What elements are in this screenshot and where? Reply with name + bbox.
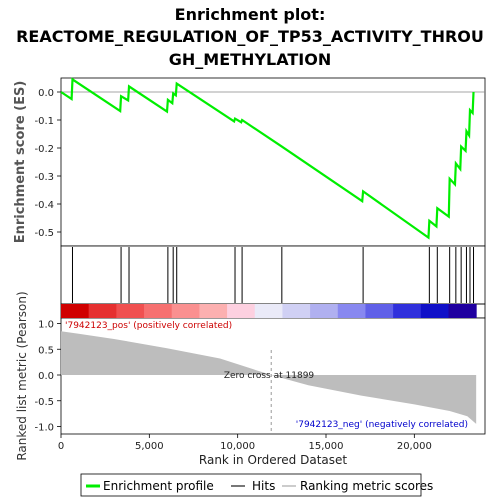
es-axis-label: Enrichment score (ES) xyxy=(13,81,28,244)
rank-gradient-segment xyxy=(61,304,90,318)
metric-tick-label: -0.5 xyxy=(34,397,54,408)
es-tick-label: -0.2 xyxy=(34,144,54,155)
pos-correlated-label: '7942123_pos' (positively correlated) xyxy=(65,321,232,331)
hits-panel xyxy=(60,245,486,305)
zero-cross-label: Zero cross at 11899 xyxy=(224,371,315,381)
legend-profile-label: Enrichment profile xyxy=(103,479,214,493)
x-tick-label: 15,000 xyxy=(309,441,344,452)
es-tick-label: 0.0 xyxy=(38,88,54,99)
metric-area xyxy=(61,331,477,424)
metric-layer xyxy=(61,331,477,434)
rank-gradient-segment xyxy=(365,304,394,318)
rank-gradient-segment xyxy=(310,304,339,318)
es-tick-label: -0.5 xyxy=(34,228,54,239)
hits-layer xyxy=(71,247,475,303)
rank-gradient-segment xyxy=(420,304,449,318)
metric-axis-label: Ranked list metric (Pearson) xyxy=(15,291,29,460)
x-tick-label: 10,000 xyxy=(220,441,255,452)
legend-metric-label: Ranking metric scores xyxy=(300,479,433,493)
legend-hits-label: Hits xyxy=(252,479,275,493)
x-tick-label: 5,000 xyxy=(135,441,164,452)
es-tick-label: -0.3 xyxy=(34,172,54,183)
metric-tick-label: 0.0 xyxy=(38,371,54,382)
es-tick-label: -0.4 xyxy=(34,200,54,211)
metric-tick-label: 1.0 xyxy=(38,320,54,331)
title-line-1: Enrichment plot: xyxy=(175,5,326,24)
enrichment-profile-line xyxy=(60,77,475,240)
metric-tick-label: 0.5 xyxy=(38,345,54,356)
rank-gradient-segment xyxy=(171,304,200,318)
es-panel xyxy=(60,77,486,247)
neg-correlated-label: '7942123_neg' (negatively correlated) xyxy=(296,420,468,430)
x-tick-label: 20,000 xyxy=(397,441,432,452)
es-tick-label: -0.1 xyxy=(34,116,54,127)
rank-gradient-segment xyxy=(393,304,422,318)
axis-ticks: 0.0 -0.1 -0.2 -0.3 -0.4 -0.5 1.0 0.5 0.0 -0.5 -1.0… xyxy=(34,88,431,452)
rank-gradient-segment xyxy=(199,304,228,318)
rank-gradient xyxy=(61,304,477,318)
legend-box xyxy=(80,473,422,497)
rank-gradient-segment xyxy=(88,304,117,318)
rank-gradient-segment xyxy=(282,304,311,318)
x-tick-label: 0 xyxy=(58,441,64,452)
rank-gradient-segment xyxy=(227,304,256,318)
rank-gradient-segment xyxy=(116,304,145,318)
x-axis-label: Rank in Ordered Dataset xyxy=(199,453,347,467)
rank-gradient-segment xyxy=(448,304,477,318)
title-line-3: GH_METHYLATION xyxy=(169,50,331,69)
title-line-2: REACTOME_REGULATION_OF_TP53_ACTIVITY_THR… xyxy=(16,27,484,46)
rank-gradient-segment xyxy=(254,304,283,318)
es-layer xyxy=(60,77,485,240)
rank-gradient-segment xyxy=(144,304,173,318)
rank-gradient-segment xyxy=(337,304,366,318)
metric-tick-label: -1.0 xyxy=(34,423,54,434)
